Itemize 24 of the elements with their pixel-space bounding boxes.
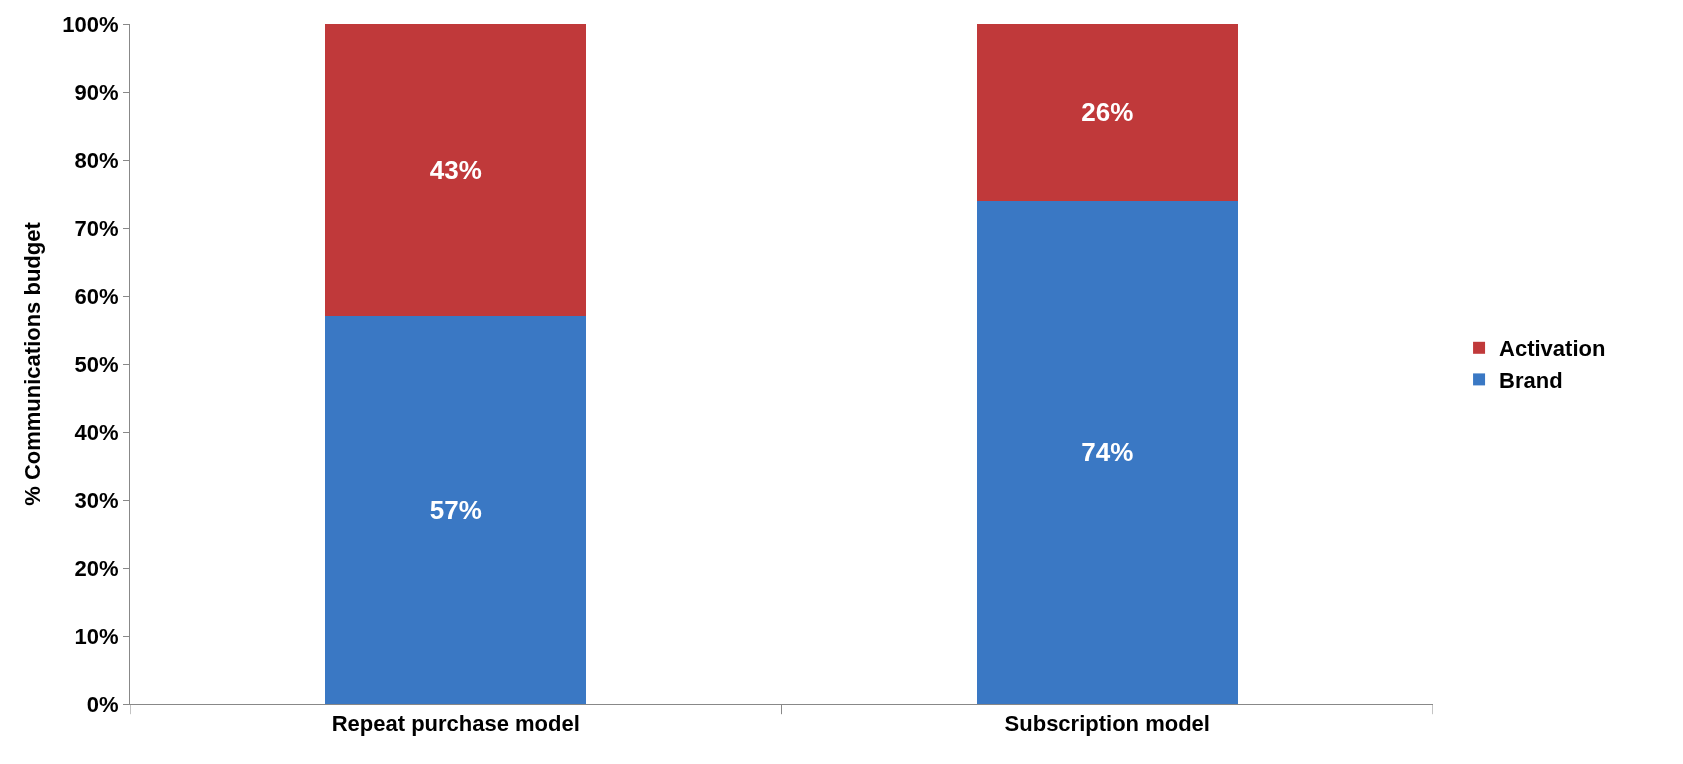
bar — [325, 24, 587, 317]
bar — [325, 316, 587, 704]
bar — [976, 24, 1238, 201]
data-label: 26% — [1081, 97, 1134, 128]
y-tick-label: 50% — [74, 351, 119, 377]
data-label: 43% — [429, 155, 482, 186]
legend-label: Brand — [1499, 367, 1563, 393]
bar — [976, 200, 1238, 704]
y-tick-label: 100% — [62, 11, 119, 37]
data-label: 57% — [429, 495, 482, 526]
y-tick-label: 90% — [74, 79, 119, 105]
legend-label: Activation — [1499, 336, 1606, 362]
data-label: 74% — [1081, 437, 1134, 468]
y-tick-label: 60% — [74, 283, 119, 309]
y-tick-label: 0% — [86, 691, 119, 717]
y-tick-label: 20% — [74, 555, 119, 581]
y-tick-label: 70% — [74, 215, 119, 241]
x-tick-label: Subscription model — [1004, 711, 1210, 737]
y-tick-label: 30% — [74, 487, 119, 513]
y-tick-label: 10% — [74, 623, 119, 649]
y-axis-title: % Communications budget — [20, 221, 46, 506]
y-tick-label: 80% — [74, 147, 119, 173]
x-tick-label: Repeat purchase model — [331, 711, 580, 737]
y-tick-label: 40% — [74, 419, 119, 445]
